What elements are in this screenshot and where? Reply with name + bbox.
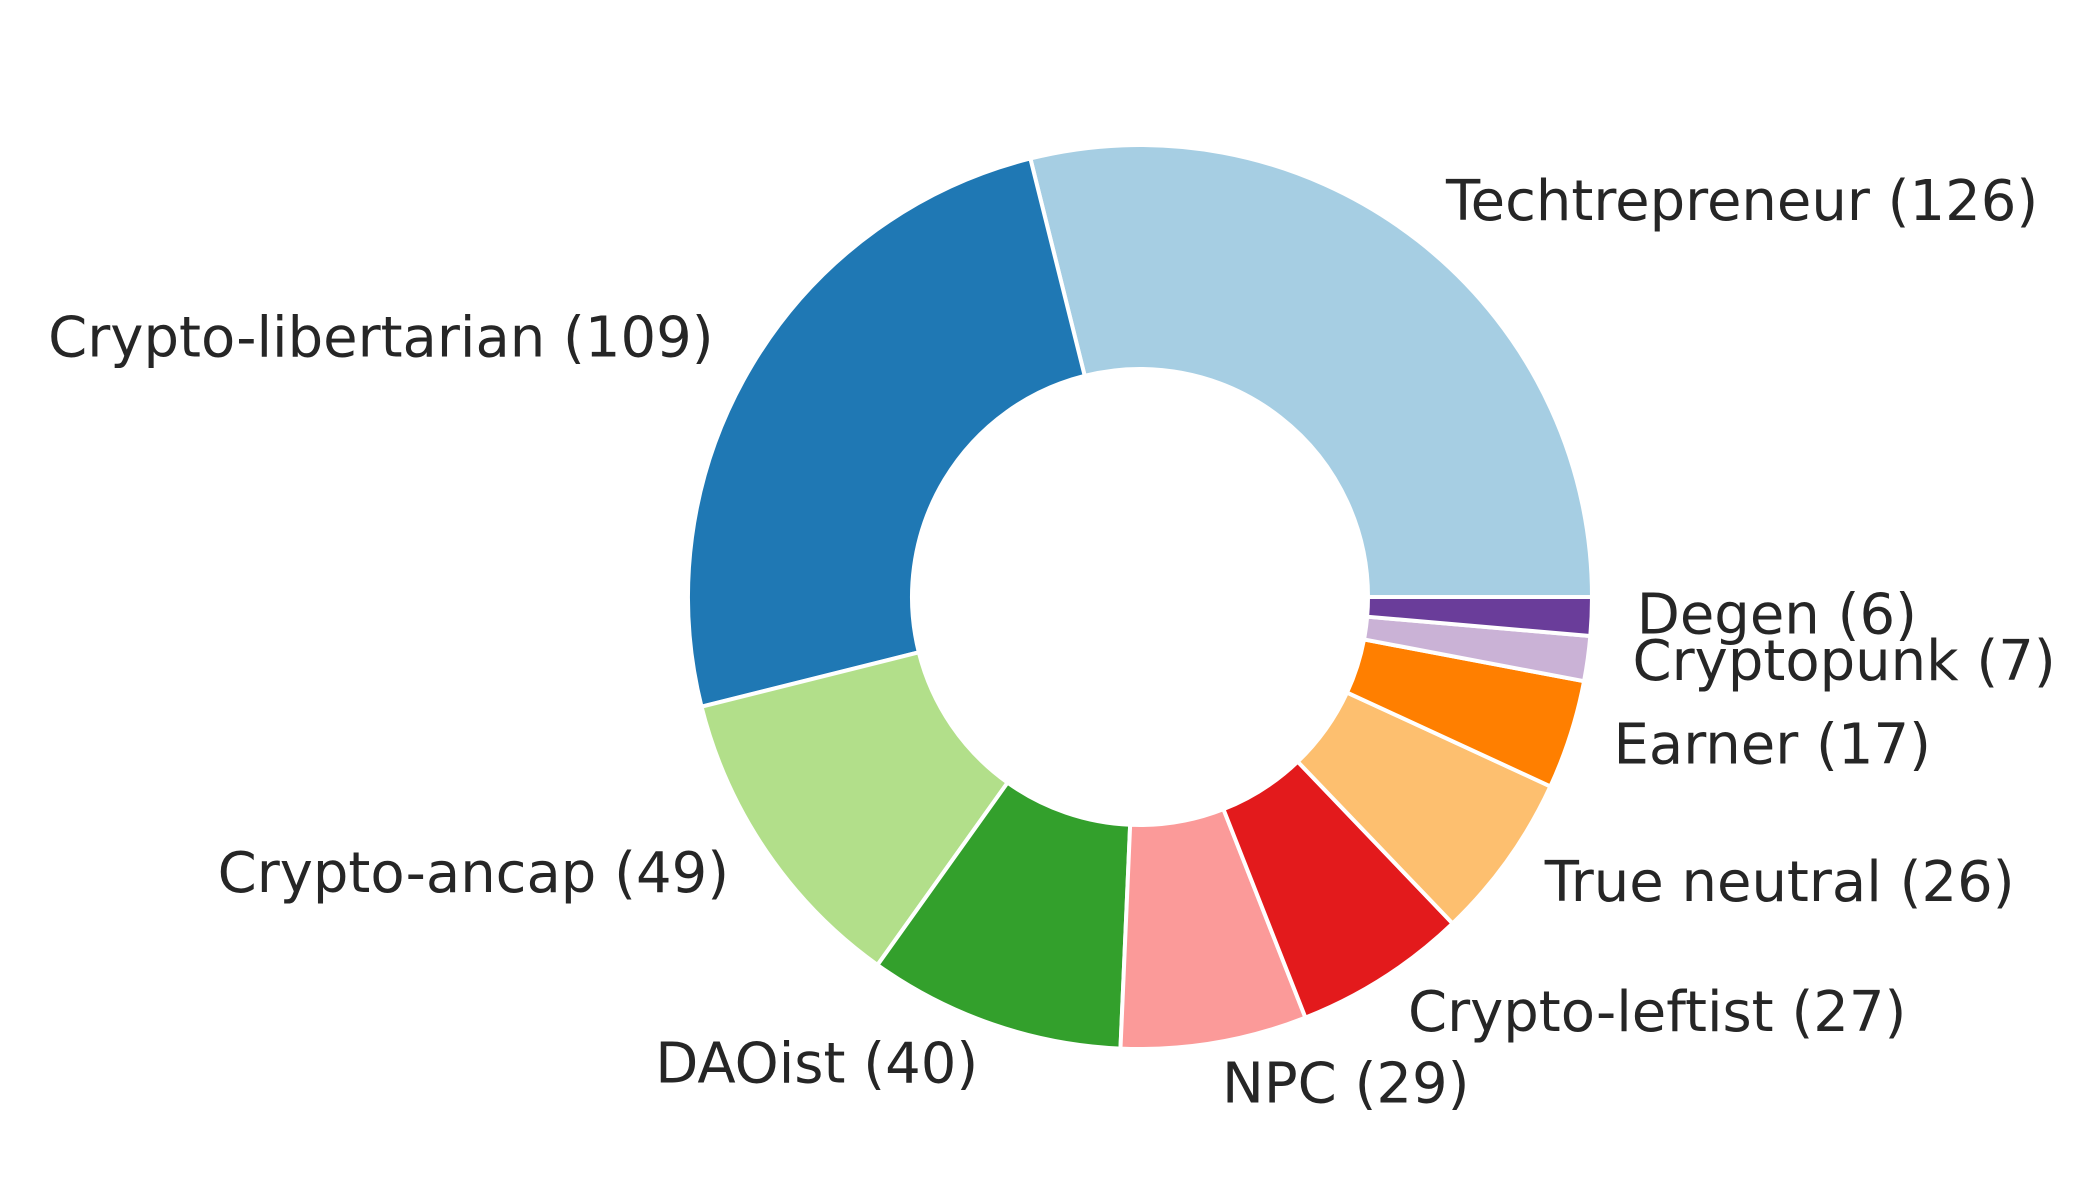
slice-label-crypto-ancap: Crypto-ancap (49) [218,841,730,906]
slice-labels: Techtrepreneur (126) Crypto-libertarian (… [48,169,2055,1116]
slice-crypto-libertarian [686,156,1087,709]
slice-label-crypto-libertarian: Crypto-libertarian (109) [48,305,713,370]
donut-slices [686,143,1594,1051]
slice-techtrepreneur [1028,143,1594,599]
slice-label-earner: Earner (17) [1614,713,1931,778]
slice-label-true-neutral: True neutral (26) [1544,850,2015,915]
slice-label-techtrepreneur: Techtrepreneur (126) [1445,169,2038,234]
slice-label-cryptopunk: Cryptopunk (7) [1633,629,2056,694]
slice-label-crypto-leftist: Crypto-leftist (27) [1408,980,1906,1045]
slice-label-daoist: DAOist (40) [655,1031,978,1096]
slice-degen [1365,595,1594,639]
slice-label-npc: NPC (29) [1222,1052,1470,1117]
slice-label-degen: Degen (6) [1637,583,1917,648]
